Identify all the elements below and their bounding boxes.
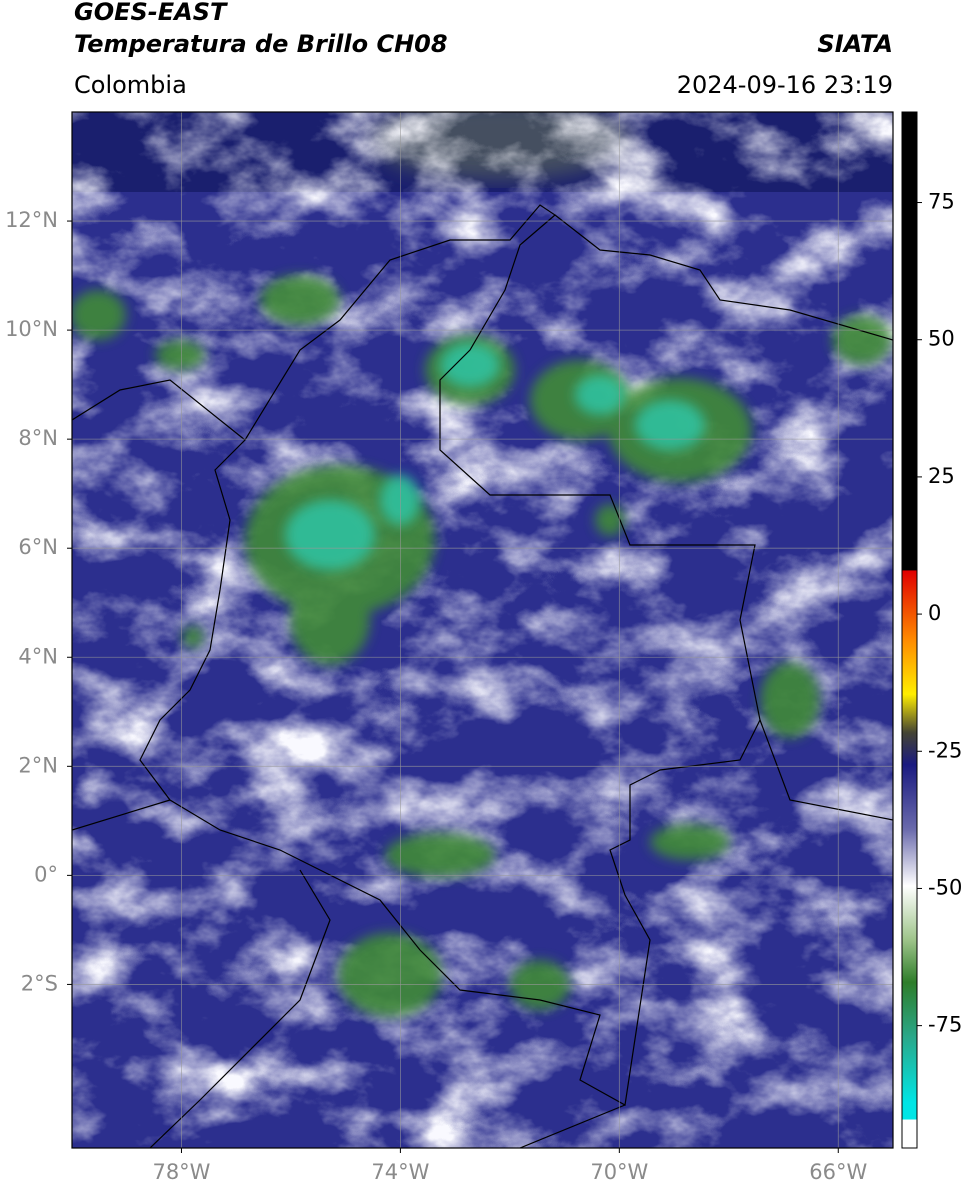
y-tick-label: 12°N [5,208,58,232]
colorbar-label: -50 [928,875,962,899]
colorbar [901,111,918,1149]
title: GOES-EAST [74,0,228,26]
map-frame [71,111,894,1149]
colorbar-label: 0 [928,601,941,625]
colorbar-label: 75 [928,190,955,214]
y-tick-label: 2°N [18,753,58,777]
colorbar-label: -25 [928,738,962,762]
y-tick-label: 4°N [18,644,58,668]
x-tick-label: 70°W [590,1160,648,1184]
x-tick-label: 74°W [371,1160,429,1184]
y-tick-label: 10°N [5,317,58,341]
timestamp: 2024-09-16 23:19 [677,71,893,99]
colorbar-label: 25 [928,464,955,488]
y-tick-label: 2°S [21,971,58,995]
y-tick-label: 8°N [18,426,58,450]
subtitle: Temperatura de Brillo CH08 [74,30,448,58]
y-tick-label: 0° [34,862,58,886]
colorbar-label: 50 [928,327,955,351]
source: SIATA [817,30,893,58]
colorbar-label: -75 [928,1013,962,1037]
region: Colombia [74,71,187,99]
y-tick-label: 6°N [18,535,58,559]
x-tick-label: 66°W [809,1160,867,1184]
satellite-image [72,112,893,1148]
x-tick-label: 78°W [152,1160,210,1184]
